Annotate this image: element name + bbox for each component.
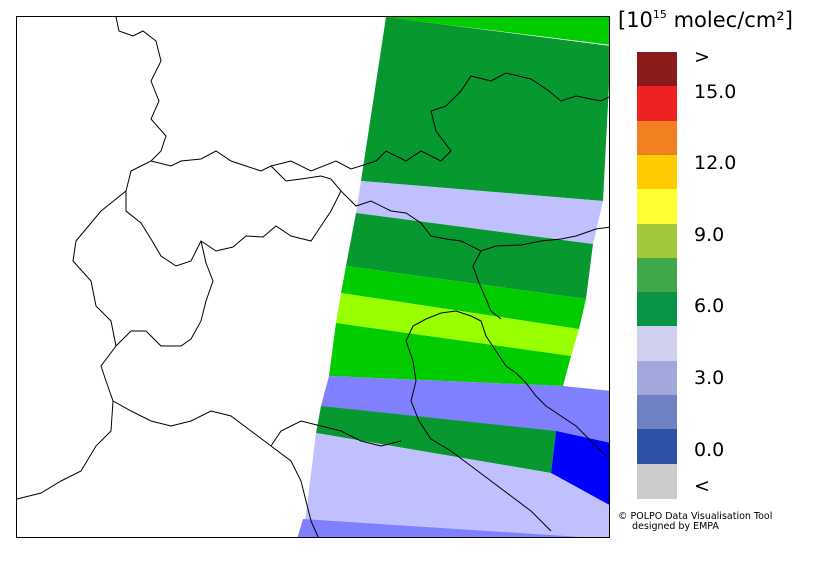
country-borders [17,17,609,537]
legend-label: 0.0 [694,439,725,461]
legend-swatch [637,395,677,430]
legend-label: > [694,46,710,68]
swath-band-light-green [384,17,609,45]
coast-istria-dalmatia [470,315,607,457]
legend-swatch [637,257,677,293]
legend-swatch [637,223,677,259]
legend-swatch [637,463,677,499]
swath-band-periwinkle [297,519,581,537]
legend-label: 12.0 [694,152,737,174]
satellite-swath [297,17,609,537]
legend-label: 3.0 [694,367,725,389]
legend-swatch [637,292,677,328]
map-canvas [17,17,609,537]
legend-label: < [694,475,710,497]
unit-exponent: 15 [652,8,667,21]
border-germany-austria [270,72,609,172]
credit-line-2: designed by EMPA [632,521,719,532]
legend-swatch [637,154,677,190]
swath-band-lavender [356,181,603,244]
legend-label: 6.0 [694,295,725,317]
swath-band-periwinkle [321,376,609,443]
map-panel[interactable] [16,16,610,538]
legend-swatch [637,360,677,396]
unit-suffix: molec/cm²] [666,8,793,32]
swath-band-blue [551,431,609,505]
credit-line-1: © POLPO Data Visualisation Tool [618,511,773,522]
border-apennine [270,420,402,447]
legend-swatch [637,86,677,122]
swath-band-dark-green [361,17,609,201]
legend-swatch [637,429,677,465]
border-switzerland [125,150,342,267]
legend-swatch [637,326,677,362]
legend-unit-title: [1015 molec/cm²] [618,8,793,32]
swath-band-dark-green [346,213,593,299]
legend-swatch [637,120,677,156]
coast-venice-lagoon [405,310,472,342]
legend-label: 15.0 [694,81,737,103]
swath-band-light-green [341,266,586,329]
swath-band-dark-green [316,406,556,473]
legend-label: 9.0 [694,224,725,246]
swath-band-lavender [303,433,609,537]
border-italy-austria [340,190,609,252]
coast-adriatic-west [405,340,552,532]
legend-swatch [637,52,677,87]
border-france [17,17,167,500]
swath-band-yellow-green [336,293,579,356]
border-italy-west [115,240,214,347]
border-italy-slovenia [472,250,502,320]
coast-ligurian [112,400,319,537]
unit-prefix: [10 [618,8,653,32]
legend-swatch [637,189,677,225]
swath-band-light-green [329,323,571,386]
